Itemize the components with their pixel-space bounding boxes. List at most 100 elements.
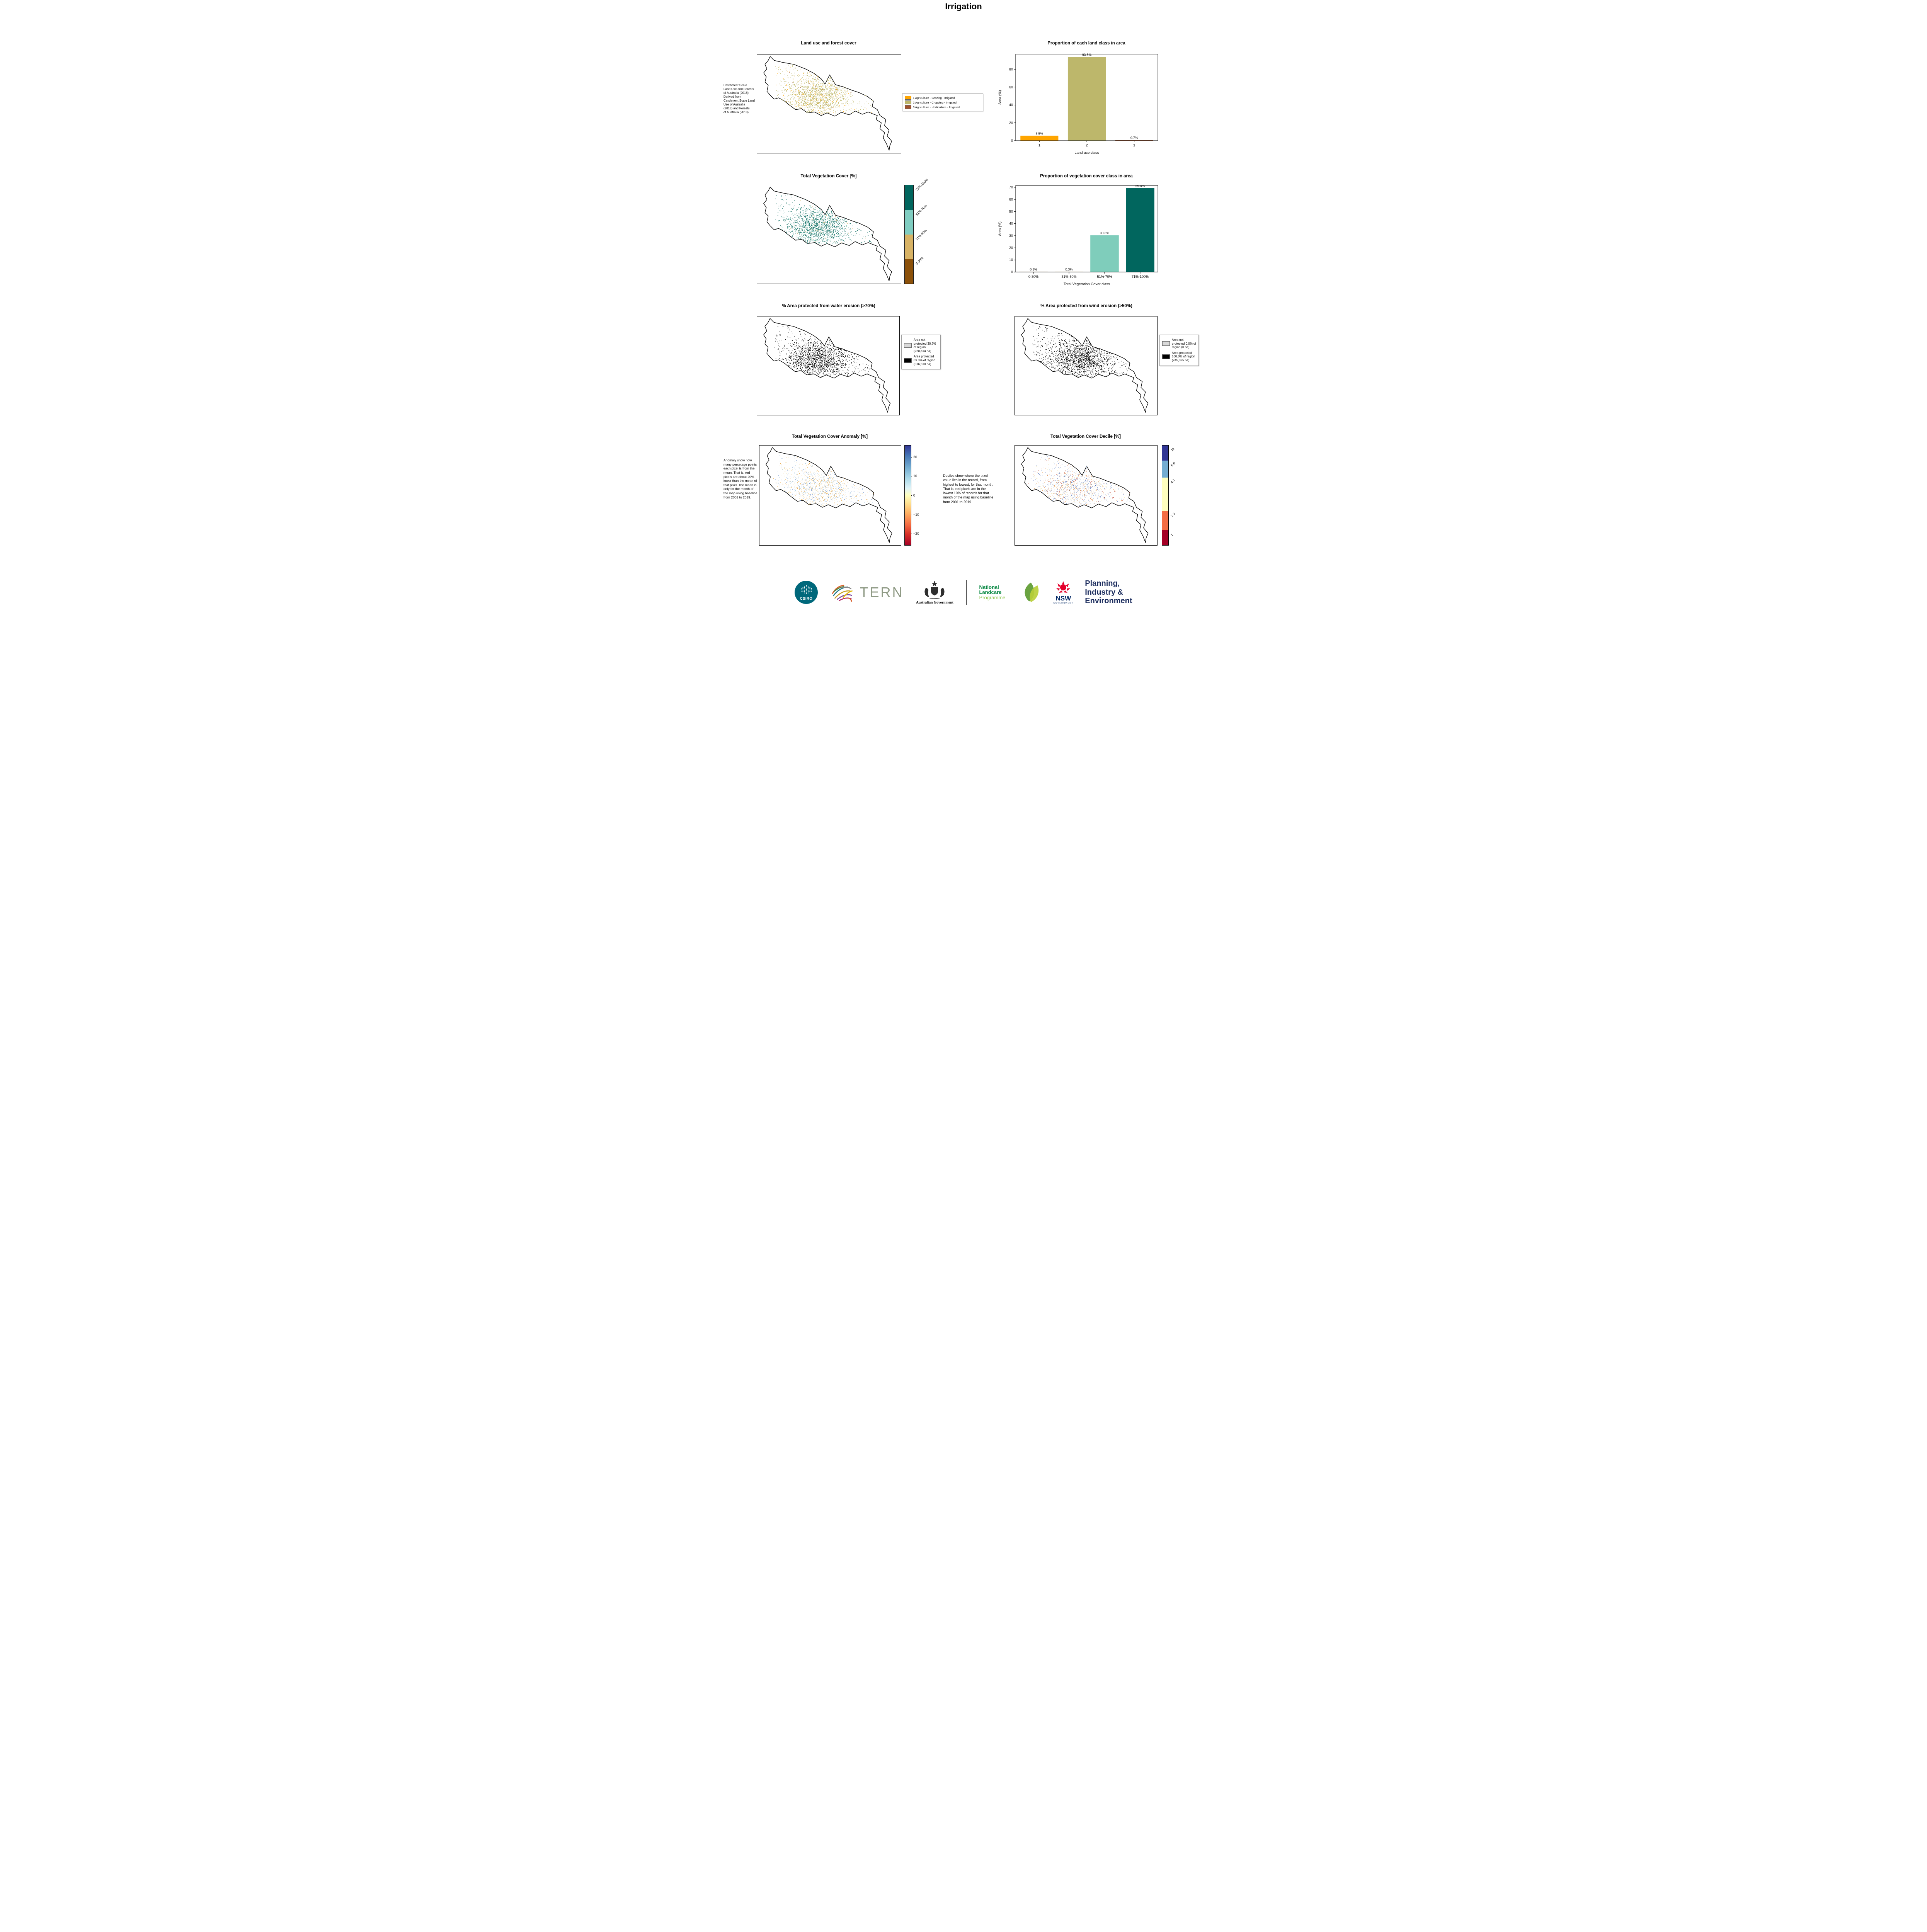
bar-chart-canvas: 0 10 20 30 40 50 60 70 0.1% 0-30% 0.3% 31%-50% 30.3%…: [998, 184, 1158, 286]
csiro-logo: CSIRO: [795, 581, 818, 604]
colorbar-segment-label: 10: [1170, 447, 1175, 452]
colorbar-segment-label: 51%-70%: [915, 203, 928, 216]
land-use-map: [757, 54, 901, 153]
x-tick-label: 31%-50%: [1061, 275, 1076, 279]
y-tick-label: 50: [1009, 209, 1013, 213]
legend-swatch: [905, 105, 911, 109]
colorbar-tick-label: −10: [913, 512, 919, 517]
colorbar-tick-label: 20: [913, 455, 918, 459]
bar: [1090, 235, 1119, 272]
catchment-map-canvas: [763, 318, 891, 413]
legend-item: 1 Agriculture - Grazing - Irrigated: [905, 96, 981, 100]
landcare-leaves-icon: [1025, 582, 1039, 602]
legend-swatch: [905, 96, 911, 100]
legend-swatch: [904, 358, 912, 363]
catchment-outline: [1021, 447, 1149, 543]
footer-logos: CSIRO TERN: [723, 571, 1204, 614]
australian-government-logo: Australian Government: [915, 580, 954, 605]
bar-value-label: 93.8%: [1082, 53, 1092, 56]
land-use-caption: Catchment Scale Land Use and Forests of …: [723, 83, 755, 114]
legend-label: 1 Agriculture - Grazing - Irrigated: [913, 96, 955, 100]
catchment-outline: [763, 187, 892, 281]
colorbar-segment-label: 4-7: [1170, 478, 1176, 484]
page-title: Irrigation: [945, 2, 982, 11]
landcare-line1: National: [979, 584, 999, 590]
colorbar-segment-label: 31%-50%: [915, 228, 928, 241]
colorbar-segment: 71%-100%: [905, 178, 929, 210]
y-tick-label: 30: [1009, 234, 1013, 238]
veg-cover-map-title: Total Vegetation Cover [%]: [800, 174, 857, 179]
decile-map: [1015, 445, 1158, 546]
legend-item: Area protected 69.3% of region (516,510 …: [904, 355, 938, 366]
anomaly-caption: Anomaly show how many percetage points e…: [723, 458, 758, 499]
bar: [1020, 136, 1059, 141]
landcare-line2: Landcare: [979, 589, 1002, 595]
colorbar-tick-label: −20: [913, 532, 919, 536]
bar-value-label: 0.3%: [1065, 267, 1073, 271]
decile-map-title: Total Vegetation Cover Decile [%]: [1050, 434, 1121, 439]
colorbar-segment: 0-30%: [905, 256, 924, 284]
y-axis-label: Area (%): [998, 221, 1002, 236]
legend-item: Area not protected 30.7% of region (228,…: [904, 338, 938, 353]
planning-line2: Industry &: [1085, 588, 1124, 597]
csiro-label: CSIRO: [800, 597, 813, 601]
legend-label: Area protected 100.0% of region (745,325…: [1172, 351, 1195, 362]
veg-class-chart-title: Proportion of vegetation cover class in …: [1040, 174, 1133, 179]
colorbar-segment-label: 71%-100%: [915, 177, 929, 192]
veg-cover-colorbar: 71%-100% 51%-70% 31%-50% 0-30%: [904, 178, 929, 284]
x-tick-label: 0-30%: [1028, 275, 1038, 279]
chart-frame: [1015, 185, 1158, 272]
x-tick-label: 3: [1133, 143, 1135, 147]
colorbar-segment: 31%-50%: [905, 228, 928, 259]
legend-item: 2 Agriculture - Cropping - Irrigated: [905, 100, 981, 104]
y-tick-label: 80: [1009, 67, 1013, 71]
y-tick-label: 60: [1009, 85, 1013, 89]
bar-value-label: 30.3%: [1100, 231, 1110, 235]
colorbar-segment-label: 2-3: [1170, 512, 1176, 518]
catchment-outline: [1021, 318, 1149, 413]
legend-swatch: [1162, 341, 1170, 346]
y-tick-label: 20: [1009, 121, 1013, 125]
x-tick-label: 2: [1086, 143, 1088, 147]
colorbar-tick-label: 0: [913, 493, 916, 497]
legend-label: Area protected 69.3% of region (516,510 …: [914, 355, 936, 366]
catchment-outline: [763, 56, 892, 151]
colorbar-segment-label: 1: [1170, 532, 1174, 537]
catchment-map-canvas: [763, 56, 892, 151]
catchment-outline: [763, 318, 891, 413]
water-erosion-legend: Area not protected 30.7% of region (228,…: [901, 335, 941, 370]
anomaly-colorbar-gradient: [905, 446, 911, 545]
bar-value-label: 0.7%: [1130, 136, 1138, 139]
wind-erosion-map: [1015, 316, 1158, 415]
catchment-map-canvas: [1021, 318, 1149, 413]
tern-australia-scribble-icon: [832, 585, 853, 602]
chart-frame: [1015, 54, 1158, 141]
y-tick-label: 10: [1009, 258, 1013, 262]
catchment-map-canvas: [763, 187, 892, 281]
planning-line1: Planning,: [1085, 579, 1120, 588]
y-tick-label: 20: [1009, 246, 1013, 250]
bar-value-label: 0.1%: [1030, 267, 1037, 271]
wind-erosion-legend: Area not protected 0.0% of region (0 ha)…: [1159, 335, 1199, 366]
y-tick-label: 40: [1009, 222, 1013, 226]
bar-value-label: 69.3%: [1135, 184, 1145, 188]
map-pixels: [775, 326, 870, 377]
water-erosion-map-title: % Area protected from water erosion (>70…: [782, 304, 875, 308]
x-axis-label: Land use class: [1074, 151, 1099, 155]
water-erosion-map: [757, 316, 900, 415]
australian-government-label: Australian Government: [916, 601, 953, 605]
y-tick-label: 70: [1009, 185, 1013, 189]
legend-label: Area not protected 30.7% of region (228,…: [914, 338, 936, 353]
landcare-divider: [966, 580, 967, 605]
bar-value-label: 5.5%: [1036, 131, 1044, 135]
y-tick-label: 40: [1009, 103, 1013, 107]
map-pixels: [1025, 455, 1130, 508]
colorbar-tick-mark: [911, 495, 912, 496]
veg-cover-map: [757, 185, 901, 284]
anomaly-map-title: Total Vegetation Cover Anomaly [%]: [792, 434, 868, 439]
catchment-map-canvas: [1021, 447, 1149, 543]
map-pixels: [771, 455, 874, 507]
legend-label: 3 Agriculture - Horticulture - Irrigated: [913, 105, 960, 109]
legend-label: 2 Agriculture - Cropping - Irrigated: [913, 100, 957, 104]
legend-label: Area not protected 0.0% of region (0 ha): [1172, 338, 1196, 349]
